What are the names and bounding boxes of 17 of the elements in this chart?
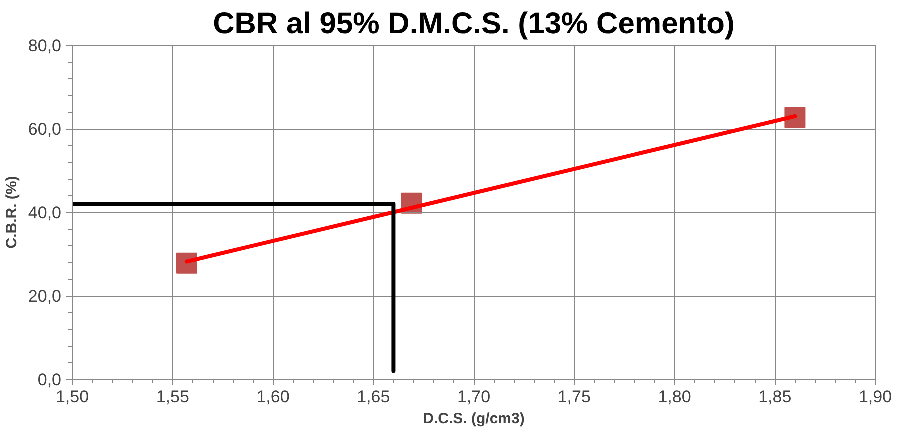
x-tick-label: 1,55 — [156, 388, 190, 406]
y-tick-label: 40,0 — [28, 204, 62, 222]
chart-title: CBR al 95% D.M.C.S. (13% Cemento) — [213, 8, 735, 40]
x-tick-label: 1,65 — [357, 388, 390, 406]
y-axis-title: C.B.R. (%) — [3, 176, 20, 249]
y-tick-label: 20,0 — [28, 287, 62, 306]
y-tick-label: 80,0 — [28, 36, 62, 56]
x-axis-title: D.C.S. (g/cm3) — [423, 410, 525, 428]
x-tick-label: 1,60 — [256, 388, 290, 406]
x-tick-label: 1,90 — [858, 388, 892, 406]
x-tick-label: 1,85 — [758, 388, 792, 406]
x-tick-label: 1,70 — [457, 388, 491, 406]
x-tick-label: 1,75 — [558, 388, 591, 406]
y-tick-label: 0,0 — [38, 370, 62, 390]
x-tick-label: 1,50 — [56, 388, 90, 406]
y-tick-label: 60,0 — [28, 120, 62, 139]
x-tick-label: 1,80 — [658, 388, 692, 406]
